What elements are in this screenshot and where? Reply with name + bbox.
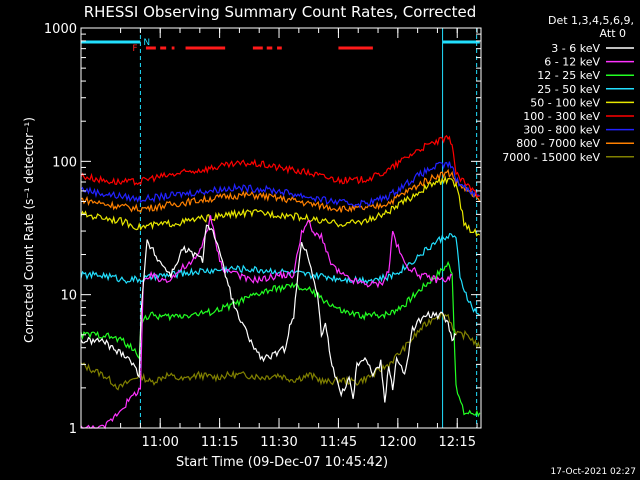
timestamp-label: 17-Oct-2021 02:27 (551, 467, 636, 477)
series-line (80, 215, 453, 430)
x-tick-label: 11:00 (141, 435, 178, 450)
legend-label: 3 - 6 keV (551, 42, 600, 55)
x-tick-label: 11:30 (260, 435, 297, 450)
plot-frame (80, 27, 482, 429)
x-tick-label: 11:15 (201, 435, 238, 450)
x-tick-label: 12:00 (379, 435, 416, 450)
series-line (80, 161, 481, 209)
series-line (80, 224, 457, 403)
legend-label: 800 - 7000 keV (516, 137, 600, 150)
series-line (80, 312, 481, 391)
y-tick-label: 10 (60, 289, 77, 304)
y-axis-label: Corrected Count Rate (s⁻¹ detector⁻¹) (22, 117, 36, 343)
legend-label: 12 - 25 keV (537, 69, 600, 82)
series-line (80, 168, 481, 214)
legend-label: 100 - 300 keV (523, 110, 600, 123)
series-line (80, 134, 480, 198)
legend-label: 7000 - 15000 keV (502, 151, 600, 164)
legend-label: 6 - 12 keV (544, 56, 600, 69)
y-tick-label: 1000 (44, 22, 77, 37)
legend-label: 50 - 100 keV (530, 96, 600, 109)
night-flag-label: N (143, 38, 150, 48)
chart-title: RHESSI Observing Summary Count Rates, Co… (84, 3, 477, 21)
y-tick-label: 1 (69, 422, 77, 437)
y-tick-label: 100 (52, 155, 77, 170)
legend-header-line1: Det 1,3,4,5,6,9, (548, 14, 634, 27)
series-line (80, 260, 481, 418)
legend-label: 25 - 50 keV (537, 83, 600, 96)
series-line (80, 175, 481, 237)
flare-flag-label: F (132, 44, 137, 54)
legend-header-line2: Att 0 (600, 27, 626, 40)
plot-area: NF 1 10 100 1000 11:00 11:15 11:30 11:45 12:00 12:… (44, 22, 482, 450)
x-axis-label: Start Time (09-Dec-07 10:45:42) (176, 455, 388, 470)
x-tick-label: 11:45 (320, 435, 357, 450)
legend-label: 300 - 800 keV (523, 124, 600, 137)
x-tick-label: 12:15 (439, 435, 476, 450)
